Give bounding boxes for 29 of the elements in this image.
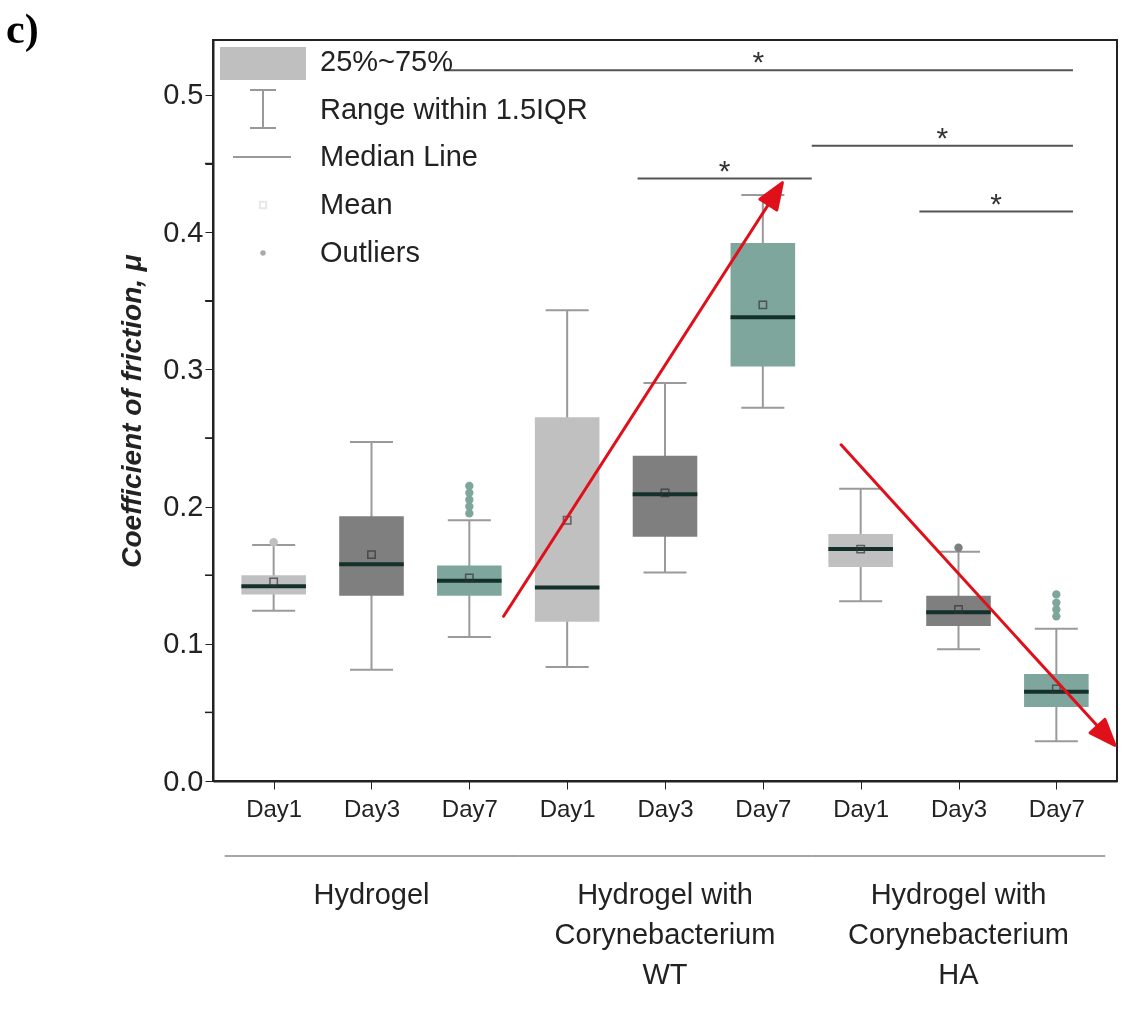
x-tick-label: Day1 [246, 794, 303, 822]
y-tick-label: 0.1 [163, 627, 204, 660]
y-axis-title: Coefficient of friction, μ [116, 254, 148, 568]
annotation: * [990, 186, 1003, 220]
annotation: * [718, 153, 731, 187]
annotation: Median Line [320, 140, 478, 172]
x-tick-label: Day1 [833, 794, 890, 822]
text: Hydrogel [313, 878, 430, 910]
annotation: Outliers [320, 236, 420, 268]
y-tick-label: 0.2 [163, 490, 204, 523]
chart-title: c) [6, 6, 39, 53]
annotation: 25%~75% [320, 45, 454, 77]
x-tick-label: Day3 [637, 794, 694, 822]
x-tick-label: Day3 [343, 794, 401, 822]
annotation: Range within 1.5IQR [320, 93, 588, 125]
y-tick-label: 0.5 [163, 78, 204, 111]
x-tick-label: Day1 [539, 794, 596, 822]
x-tick-label: Day7 [441, 794, 498, 822]
text: Hydrogel with Corynebacterium WT [554, 878, 776, 990]
y-tick-label: 0.3 [163, 352, 204, 385]
annotation: * [936, 120, 949, 154]
annotation: Mean [320, 188, 393, 220]
y-tick-label: 0.4 [163, 215, 204, 248]
annotation: * [752, 45, 765, 79]
y-tick-label: 0.0 [163, 764, 204, 797]
text: Hydrogel with Corynebacterium HA [848, 878, 1069, 990]
x-tick-label: Day7 [1028, 794, 1085, 822]
x-tick-label: Day7 [735, 794, 792, 822]
x-tick-label: Day3 [930, 794, 988, 822]
